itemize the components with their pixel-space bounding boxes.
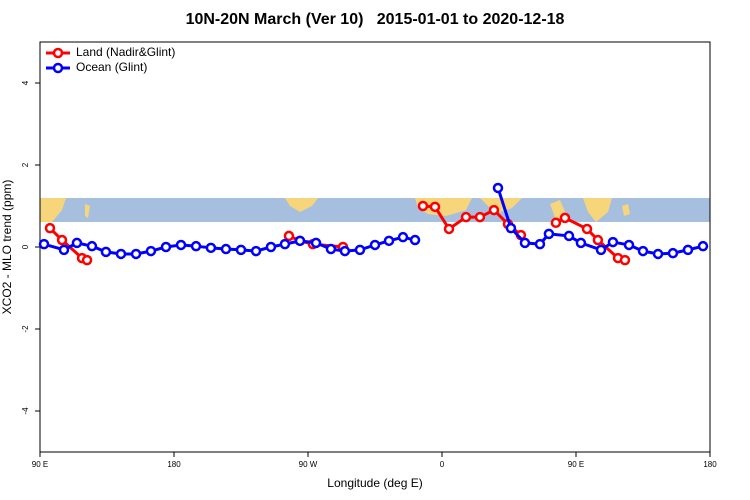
data-point xyxy=(250,245,262,257)
data-point xyxy=(543,228,555,240)
data-point xyxy=(623,239,635,251)
data-point xyxy=(563,230,575,242)
data-point xyxy=(354,244,366,256)
x-tick-label: 90 E xyxy=(32,460,48,469)
x-tick-label: 0 xyxy=(440,460,445,469)
data-point xyxy=(100,246,112,258)
data-point xyxy=(190,240,202,252)
data-point xyxy=(409,234,421,246)
data-point xyxy=(488,204,500,216)
x-tick-label: 180 xyxy=(167,460,181,469)
data-point xyxy=(339,245,351,257)
y-tick-label: 4 xyxy=(21,80,30,85)
data-point xyxy=(595,244,607,256)
x-tick-label: 90 E xyxy=(568,460,584,469)
map-strip xyxy=(40,198,710,222)
data-point xyxy=(519,237,531,249)
data-point xyxy=(474,211,486,223)
data-point xyxy=(310,237,322,249)
data-point xyxy=(417,200,429,212)
data-point xyxy=(235,244,247,256)
data-point xyxy=(265,241,277,253)
data-point xyxy=(175,239,187,251)
data-point xyxy=(505,222,517,234)
data-point xyxy=(325,243,337,255)
data-point xyxy=(283,230,295,242)
x-axis-label: Longitude (deg E) xyxy=(327,476,422,490)
data-point xyxy=(44,222,56,234)
legend-label: Land (Nadir&Glint) xyxy=(76,45,175,59)
data-point xyxy=(492,182,504,194)
data-point xyxy=(667,247,679,259)
data-point xyxy=(652,248,664,260)
data-point xyxy=(71,237,83,249)
data-point xyxy=(115,248,127,260)
y-tick-label: 0 xyxy=(21,244,30,249)
data-point xyxy=(86,240,98,252)
data-point xyxy=(575,237,587,249)
data-point xyxy=(607,236,619,248)
y-axis-label: XCO2 - MLO trend (ppm) xyxy=(0,180,14,315)
data-point xyxy=(38,238,50,250)
data-point xyxy=(383,235,395,247)
data-point xyxy=(429,201,441,213)
chart-title: 10N-20N March (Ver 10) 2015-01-01 to 202… xyxy=(186,11,565,28)
data-point xyxy=(550,217,562,229)
data-point xyxy=(160,241,172,253)
legend-label: Ocean (Glint) xyxy=(76,60,147,74)
x-tick-label: 90 W xyxy=(299,460,318,469)
data-point xyxy=(397,231,409,243)
data-point xyxy=(581,223,593,235)
data-point xyxy=(294,235,306,247)
data-point xyxy=(369,239,381,251)
data-point xyxy=(81,254,93,266)
data-point xyxy=(145,245,157,257)
data-point xyxy=(460,211,472,223)
data-point xyxy=(58,244,70,256)
data-point xyxy=(637,245,649,257)
legend-marker xyxy=(52,47,64,59)
data-point xyxy=(130,248,142,260)
data-point xyxy=(697,240,709,252)
y-tick-label: -4 xyxy=(21,407,30,415)
data-point xyxy=(592,234,604,246)
data-point xyxy=(56,234,68,246)
y-tick-label: 2 xyxy=(21,162,30,167)
x-tick-label: 180 xyxy=(703,460,717,469)
data-point xyxy=(619,254,631,266)
data-point xyxy=(220,243,232,255)
data-point xyxy=(205,242,217,254)
data-point xyxy=(443,223,455,235)
data-point xyxy=(279,238,291,250)
legend-marker xyxy=(52,62,64,74)
data-point xyxy=(682,244,694,256)
data-point xyxy=(534,238,546,250)
y-tick-label: -2 xyxy=(21,325,30,333)
data-point xyxy=(559,212,571,224)
